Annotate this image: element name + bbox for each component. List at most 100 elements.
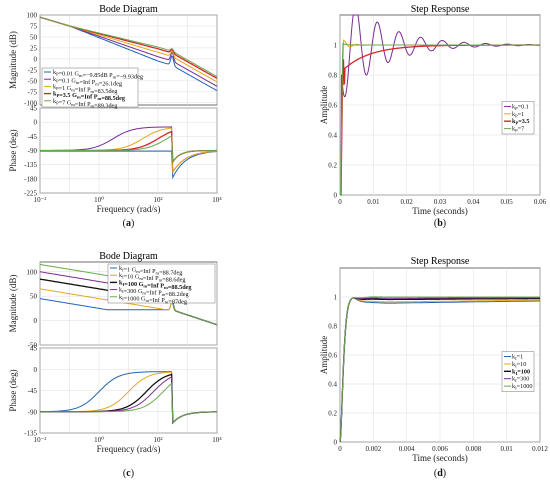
mag-ytick-7: -75 xyxy=(28,88,38,96)
x-axis-label: Frequency (rad/s) xyxy=(97,204,161,214)
phase-ytick-5: -180 xyxy=(24,175,37,183)
step-line-1000 xyxy=(339,296,540,443)
xtick-3: 0.03 xyxy=(434,198,447,206)
mag-ytick-1: 50 xyxy=(30,293,38,301)
xtick-1: 0.002 xyxy=(365,445,381,453)
mag-ytick-3: 25 xyxy=(30,44,38,52)
legend-entry-1000: kI=1000 xyxy=(512,383,533,391)
legend: kP=0.1kP=1kP=3.5kP=7 xyxy=(501,101,535,135)
panel-label-d: (d) xyxy=(434,468,446,479)
phase-ytick-6: -225 xyxy=(24,190,37,198)
mag-ytick-2: 0 xyxy=(34,317,38,325)
bode-panel-a: Bode Diagram 100 75 50 25 0 -25 -50 -75 -100 Magni… xyxy=(8,4,222,214)
chart-title: Bode Diagram xyxy=(99,251,158,262)
xtick-4: 0.04 xyxy=(467,198,480,206)
phase-ylabel: Phase (deg) xyxy=(8,129,18,171)
ytick-2: 0.4 xyxy=(328,132,337,140)
legend-entry-1: kI=1 Gm=Inf Pm=88.7deg xyxy=(119,265,182,277)
xtick-0: 10⁻² xyxy=(34,196,47,204)
step-line-300 xyxy=(339,297,540,443)
x-axis-label: Frequency (rad/s) xyxy=(97,444,161,454)
mag-ytick-1: 75 xyxy=(30,22,38,30)
y-axis-label: Amplitude xyxy=(319,86,329,125)
y-axis-label: Amplitude xyxy=(319,336,329,375)
magnitude-line-7 xyxy=(39,16,218,78)
phase-ytick-4: -135 xyxy=(24,430,37,438)
phase-ytick-3: -90 xyxy=(28,147,38,155)
x-axis-label: Time (seconds) xyxy=(412,453,467,463)
legend-entry-0.1: kP=0.1 xyxy=(512,103,529,111)
xtick-5: 0.05 xyxy=(501,198,514,206)
legend-entry-0.01: kP=0.01 Gm=−9.85dB Pm=−9.93deg xyxy=(53,69,143,81)
ytick-3: 0.6 xyxy=(328,352,337,360)
xtick-6: 0.012 xyxy=(532,445,548,453)
x-axis-label: Time (seconds) xyxy=(412,206,467,216)
chart-title: Step Response xyxy=(411,4,470,15)
mag-ytick-5: -25 xyxy=(28,66,38,74)
xtick-2: 0.004 xyxy=(399,445,415,453)
step-panel-b: Step Response 0 0.01 0.02 0.03 0.04 0.05 0.06 0 0… xyxy=(319,4,547,216)
ytick-5: 1 xyxy=(334,42,338,50)
phase-ytick-1: 0 xyxy=(34,119,38,127)
legend-entry-100: kI=100 xyxy=(512,368,530,376)
mag-ytick-0: 100 xyxy=(27,268,38,276)
legend-entry-7: kP=7 xyxy=(512,126,524,134)
step-line-7 xyxy=(340,42,540,196)
xtick-2: 10² xyxy=(153,436,162,444)
chart-title: Step Response xyxy=(411,256,470,267)
panel-label-c: (c) xyxy=(123,468,134,479)
xtick-2: 0.02 xyxy=(401,198,414,206)
legend-entry-1: kP=1 xyxy=(512,111,524,119)
ytick-5: 1 xyxy=(334,294,338,302)
legend-box xyxy=(107,263,216,304)
legend-entry-7: kP=7 Gm=Inf Pm=89.3deg xyxy=(53,98,117,110)
xtick-1: 0.01 xyxy=(367,198,380,206)
phase-ytick-0: 45 xyxy=(30,105,38,113)
xtick-0: 0 xyxy=(338,445,342,453)
legend-box xyxy=(41,67,139,108)
legend-entry-3.5: kP=3.5 xyxy=(512,118,530,126)
xtick-1: 10⁰ xyxy=(94,436,104,444)
phase-ytick-2: -45 xyxy=(28,387,38,395)
step-line-0.1 xyxy=(340,14,540,196)
phase-ytick-4: -135 xyxy=(24,161,37,169)
xtick-2: 10² xyxy=(153,196,162,204)
mag-ytick-6: -50 xyxy=(28,77,38,85)
ytick-0: 0 xyxy=(334,192,338,200)
mag-ytick-3: -50 xyxy=(28,342,38,350)
xtick-1: 10⁰ xyxy=(94,196,104,204)
xtick-0: 0 xyxy=(338,198,342,206)
phase-ytick-3: -90 xyxy=(28,408,38,416)
step-line-10 xyxy=(339,297,540,443)
xtick-0: 10⁻² xyxy=(34,436,47,444)
phase-line-7 xyxy=(40,135,217,164)
mag-ytick-4: 0 xyxy=(34,55,38,63)
xtick-6: 0.06 xyxy=(534,198,547,206)
legend-entry-10: kI=10 Gm=Inf Pm=88.6deg xyxy=(119,272,185,284)
legend-entry-3.5: kP=3.5 Gm=Inf Pm=88.5deg xyxy=(53,91,126,103)
xtick-5: 0.01 xyxy=(501,445,514,453)
xtick-3: 0.006 xyxy=(432,445,448,453)
legend-entry-1: kI=1 xyxy=(512,354,523,362)
legend-entry-1000: kI=1000 Gm=Inf Pm=87deg xyxy=(119,294,187,306)
legend-entry-300: kI=300 xyxy=(512,376,529,384)
legend-entry-100: kI=100 Gm=Inf Pm=88.5deg xyxy=(119,279,192,291)
step-panel-d: Step Response 0 0.002 0.004 0.006 0.008 0.01 0.… xyxy=(319,256,548,463)
legend-entry-10: kI=10 xyxy=(512,361,526,369)
phase-ytick-2: -45 xyxy=(28,133,38,141)
ytick-3: 0.6 xyxy=(328,102,337,110)
bode-panel-c: Bode Diagram 100 50 0 -50 Magnitude (dB) 45 0 -4… xyxy=(8,251,222,454)
mag-ytick-0: 100 xyxy=(27,12,38,20)
legend-entry-300: kI=300 Gm=Inf Pm=88.2deg xyxy=(119,287,189,299)
phase-ytick-1: 0 xyxy=(34,366,38,374)
legend-entry-0.1: kP=0.1 Gm=Inf Pm=26.1deg xyxy=(53,76,122,88)
xtick-3: 10⁴ xyxy=(212,436,222,444)
ytick-1: 0.2 xyxy=(328,410,337,418)
magnitude-ylabel: Magnitude (dB) xyxy=(8,275,18,333)
phase-ylabel: Phase (deg) xyxy=(8,369,18,411)
phase-line-1000 xyxy=(40,382,217,425)
ytick-1: 0.2 xyxy=(328,162,337,170)
